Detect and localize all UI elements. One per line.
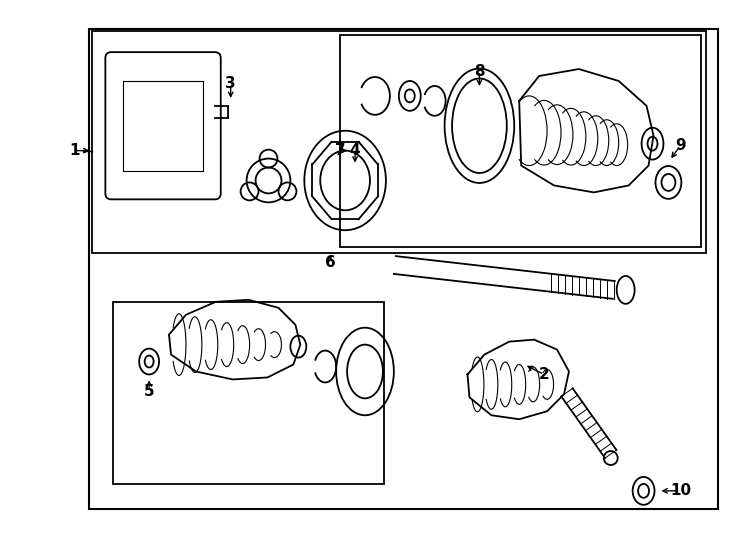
Bar xyxy=(340,35,701,247)
Bar xyxy=(113,302,384,484)
Bar xyxy=(90,29,718,509)
Text: 5: 5 xyxy=(144,384,154,399)
Text: 1: 1 xyxy=(69,143,80,158)
Text: 10: 10 xyxy=(670,483,691,498)
Text: 3: 3 xyxy=(225,77,236,91)
Text: 2: 2 xyxy=(539,367,550,382)
Bar xyxy=(92,31,706,253)
Text: 8: 8 xyxy=(474,64,484,78)
Text: 7: 7 xyxy=(335,143,346,158)
Text: 6: 6 xyxy=(325,254,335,269)
Text: 4: 4 xyxy=(349,143,360,158)
Text: 9: 9 xyxy=(675,138,686,153)
